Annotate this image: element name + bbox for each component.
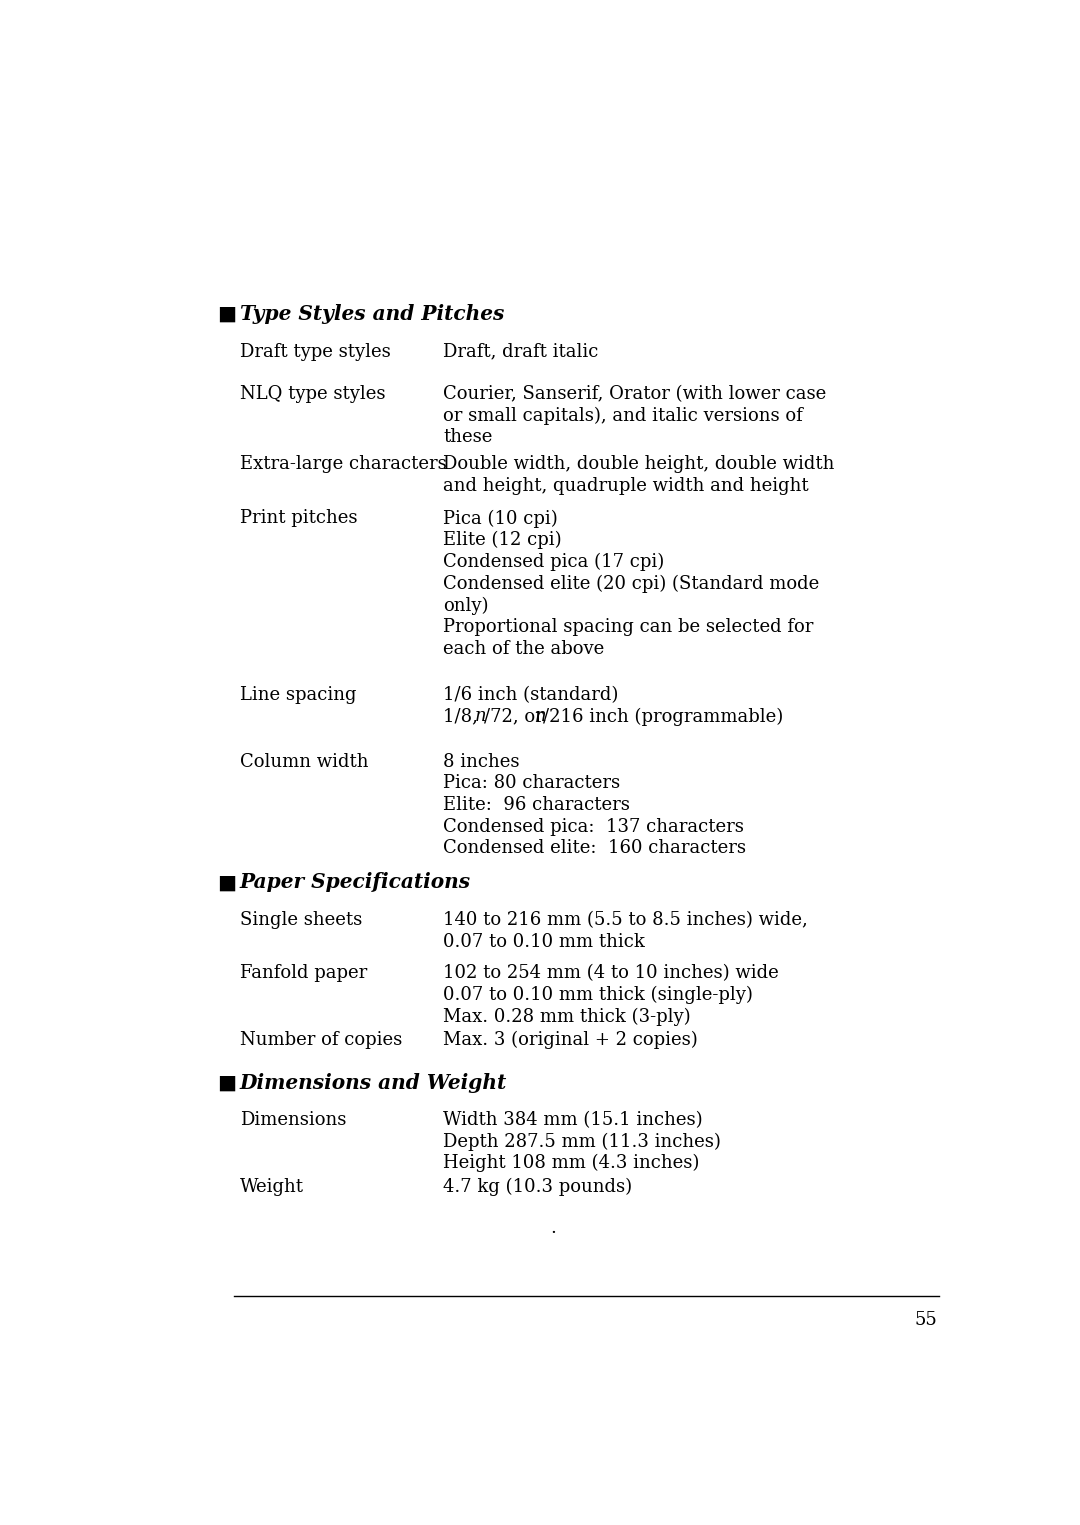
Text: or small capitals), and italic versions of: or small capitals), and italic versions … bbox=[443, 407, 802, 425]
Text: Dimensions and Weight: Dimensions and Weight bbox=[240, 1074, 507, 1093]
Text: Paper Specifications: Paper Specifications bbox=[240, 872, 471, 892]
Text: Single sheets: Single sheets bbox=[240, 910, 362, 929]
Text: Dimensions: Dimensions bbox=[240, 1110, 346, 1128]
Text: /216 inch (programmable): /216 inch (programmable) bbox=[543, 708, 783, 726]
Text: Double width, double height, double width: Double width, double height, double widt… bbox=[443, 456, 835, 473]
Text: 0.07 to 0.10 mm thick (single-ply): 0.07 to 0.10 mm thick (single-ply) bbox=[443, 985, 753, 1003]
Text: 4.7 kg (10.3 pounds): 4.7 kg (10.3 pounds) bbox=[443, 1177, 632, 1196]
Text: /72, or: /72, or bbox=[484, 708, 549, 726]
Text: Print pitches: Print pitches bbox=[240, 509, 357, 528]
Text: ■: ■ bbox=[217, 872, 237, 892]
Text: only): only) bbox=[443, 596, 488, 615]
Text: Column width: Column width bbox=[240, 752, 368, 770]
Text: 1/6 inch (standard): 1/6 inch (standard) bbox=[443, 686, 619, 703]
Text: each of the above: each of the above bbox=[443, 640, 605, 657]
Text: Width 384 mm (15.1 inches): Width 384 mm (15.1 inches) bbox=[443, 1110, 703, 1128]
Text: Extra-large characters: Extra-large characters bbox=[240, 456, 446, 473]
Text: Condensed elite (20 cpi) (Standard mode: Condensed elite (20 cpi) (Standard mode bbox=[443, 575, 820, 593]
Text: Number of copies: Number of copies bbox=[240, 1031, 402, 1049]
Text: Draft type styles: Draft type styles bbox=[240, 343, 390, 361]
Text: Draft, draft italic: Draft, draft italic bbox=[443, 343, 598, 361]
Text: 1/8,: 1/8, bbox=[443, 708, 484, 726]
Text: n: n bbox=[535, 708, 545, 726]
Text: 140 to 216 mm (5.5 to 8.5 inches) wide,: 140 to 216 mm (5.5 to 8.5 inches) wide, bbox=[443, 910, 808, 929]
Text: Line spacing: Line spacing bbox=[240, 686, 356, 703]
Text: Condensed elite:  160 characters: Condensed elite: 160 characters bbox=[443, 839, 746, 857]
Text: Elite:  96 characters: Elite: 96 characters bbox=[443, 796, 630, 814]
Text: Max. 3 (original + 2 copies): Max. 3 (original + 2 copies) bbox=[443, 1031, 698, 1049]
Text: Max. 0.28 mm thick (3-ply): Max. 0.28 mm thick (3-ply) bbox=[443, 1008, 690, 1026]
Text: Pica (10 cpi): Pica (10 cpi) bbox=[443, 509, 557, 528]
Text: Elite (12 cpi): Elite (12 cpi) bbox=[443, 531, 562, 549]
Text: n: n bbox=[474, 708, 486, 726]
Text: Depth 287.5 mm (11.3 inches): Depth 287.5 mm (11.3 inches) bbox=[443, 1133, 720, 1151]
Text: Type Styles and Pitches: Type Styles and Pitches bbox=[240, 303, 504, 323]
Text: Pica: 80 characters: Pica: 80 characters bbox=[443, 775, 620, 791]
Text: 8 inches: 8 inches bbox=[443, 752, 519, 770]
Text: 55: 55 bbox=[914, 1312, 936, 1330]
Text: Proportional spacing can be selected for: Proportional spacing can be selected for bbox=[443, 618, 813, 636]
Text: Condensed pica:  137 characters: Condensed pica: 137 characters bbox=[443, 817, 744, 836]
Text: .: . bbox=[551, 1218, 556, 1237]
Text: 0.07 to 0.10 mm thick: 0.07 to 0.10 mm thick bbox=[443, 933, 645, 950]
Text: NLQ type styles: NLQ type styles bbox=[240, 384, 386, 403]
Text: Condensed pica (17 cpi): Condensed pica (17 cpi) bbox=[443, 554, 664, 572]
Text: these: these bbox=[443, 429, 492, 447]
Text: 102 to 254 mm (4 to 10 inches) wide: 102 to 254 mm (4 to 10 inches) wide bbox=[443, 964, 779, 982]
Text: Fanfold paper: Fanfold paper bbox=[240, 964, 367, 982]
Text: ■: ■ bbox=[217, 1074, 237, 1093]
Text: Weight: Weight bbox=[240, 1177, 303, 1196]
Text: ■: ■ bbox=[217, 303, 237, 323]
Text: Height 108 mm (4.3 inches): Height 108 mm (4.3 inches) bbox=[443, 1154, 700, 1173]
Text: and height, quadruple width and height: and height, quadruple width and height bbox=[443, 477, 809, 496]
Text: Courier, Sanserif, Orator (with lower case: Courier, Sanserif, Orator (with lower ca… bbox=[443, 384, 826, 403]
